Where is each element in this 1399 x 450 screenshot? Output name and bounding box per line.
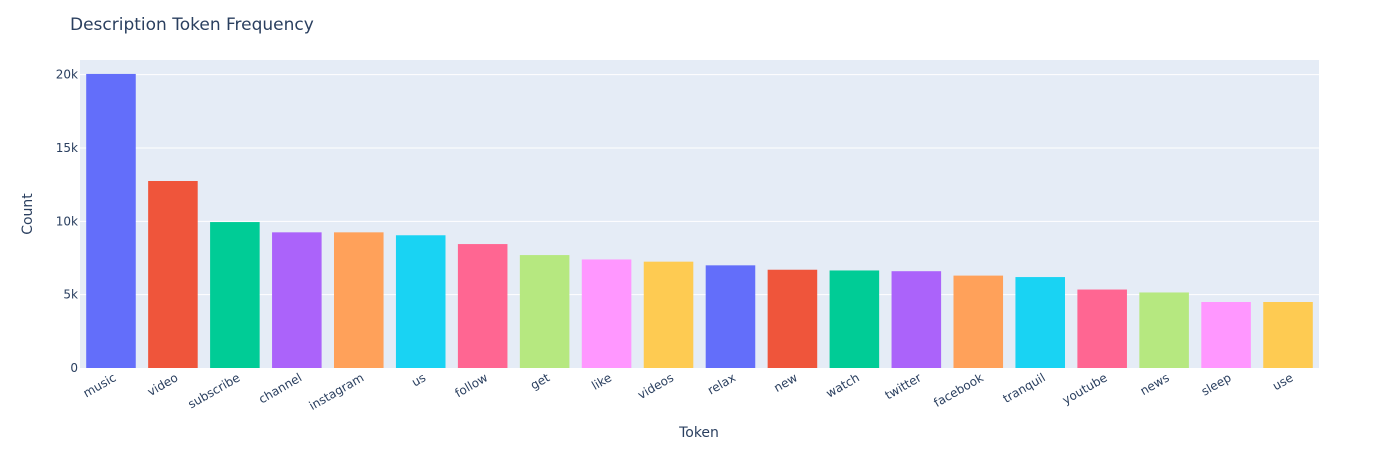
bar-follow[interactable] [457, 244, 508, 368]
x-tick-label: watch [824, 370, 862, 400]
bar-channel[interactable] [272, 232, 322, 368]
bar-relax[interactable] [705, 265, 756, 368]
bar-instagram[interactable] [333, 232, 384, 368]
y-tick-label: 20k [56, 68, 78, 82]
bar-sleep[interactable] [1201, 302, 1251, 368]
x-axis-ticks: music video subscribe channel instagram us fol… [81, 370, 1296, 413]
bar-new[interactable] [767, 269, 818, 368]
bar-watch[interactable] [829, 270, 880, 368]
chart-title: Description Token Frequency [70, 15, 314, 35]
bar-video[interactable] [148, 181, 198, 368]
x-tick-label: news [1138, 370, 1172, 398]
bar-us[interactable] [395, 235, 446, 368]
y-tick-label: 15k [56, 141, 78, 155]
x-tick-label: subscribe [185, 370, 242, 411]
x-axis-title: Token [678, 425, 719, 441]
x-tick-label: relax [705, 370, 738, 397]
x-tick-label: use [1270, 370, 1295, 393]
bar-music[interactable] [86, 73, 136, 368]
x-tick-label: facebook [931, 370, 986, 410]
x-tick-label: new [771, 370, 800, 395]
x-tick-label: sleep [1199, 370, 1234, 398]
y-tick-label: 0 [70, 361, 78, 375]
y-axis-title: Count [20, 193, 36, 235]
x-tick-label: like [589, 370, 614, 392]
bar-twitter[interactable] [891, 271, 942, 368]
bar-facebook[interactable] [953, 275, 1004, 368]
y-tick-label: 10k [56, 214, 78, 228]
x-tick-label: follow [453, 370, 491, 400]
x-tick-label: tranquil [1000, 370, 1047, 405]
bar-subscribe[interactable] [210, 222, 260, 368]
plot-area [80, 60, 1319, 368]
x-tick-label: get [528, 370, 552, 392]
bar-get[interactable] [519, 255, 570, 368]
x-tick-label: video [145, 370, 180, 399]
bar-news[interactable] [1139, 292, 1189, 368]
x-tick-label: channel [256, 370, 304, 406]
x-tick-label: videos [635, 370, 676, 402]
bar-videos[interactable] [643, 261, 694, 368]
bar-tranquil[interactable] [1015, 277, 1066, 368]
bar-use[interactable] [1263, 302, 1313, 368]
bars [86, 73, 1313, 368]
x-tick-label: music [81, 370, 119, 400]
bar-youtube[interactable] [1077, 289, 1127, 368]
y-axis-ticks: 0 5k 10k 15k 20k [56, 68, 78, 375]
y-tick-label: 5k [63, 288, 78, 302]
bar-like[interactable] [581, 259, 632, 368]
x-tick-label: us [409, 370, 428, 389]
x-tick-label: instagram [307, 370, 367, 413]
x-tick-label: youtube [1060, 370, 1110, 407]
x-tick-label: twitter [883, 370, 924, 402]
